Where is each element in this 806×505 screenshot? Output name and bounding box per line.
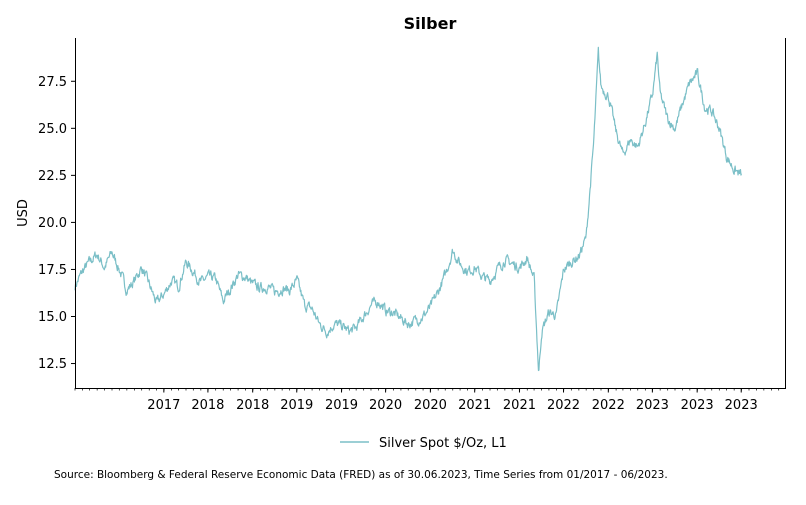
x-tick-label: 2023 bbox=[725, 398, 758, 413]
x-tick-label: 2019 bbox=[325, 398, 358, 413]
source-note: Source: Bloomberg & Federal Reserve Econ… bbox=[54, 469, 668, 481]
y-tick-label: 22.5 bbox=[38, 169, 67, 184]
silver-spot-line bbox=[74, 46, 743, 372]
y-tick-label: 17.5 bbox=[38, 263, 67, 278]
y-tick-label: 15.0 bbox=[38, 310, 67, 325]
y-axis-label: USD bbox=[16, 199, 31, 227]
x-axis-ticks: 2017 2018 2018 2019 2019 2020 2020 2021 2021 2022… bbox=[74, 388, 780, 413]
y-tick-label: 12.5 bbox=[38, 357, 67, 372]
x-tick-label: 2017 bbox=[147, 398, 180, 413]
legend-label: Silver Spot $/Oz, L1 bbox=[379, 436, 507, 451]
x-tick-label: 2018 bbox=[191, 398, 224, 413]
x-tick-label: 2022 bbox=[547, 398, 580, 413]
x-tick-label: 2020 bbox=[369, 398, 402, 413]
x-tick-label: 2021 bbox=[458, 398, 491, 413]
y-tick-label: 25.0 bbox=[38, 122, 67, 137]
legend: Silver Spot $/Oz, L1 bbox=[340, 436, 507, 451]
x-tick-label: 2020 bbox=[414, 398, 447, 413]
x-tick-label: 2023 bbox=[636, 398, 669, 413]
y-axis-ticks: 12.5 15.0 17.5 20.0 22.5 25.0 27.5 bbox=[38, 75, 75, 372]
y-tick-label: 20.0 bbox=[38, 216, 67, 231]
y-tick-label: 27.5 bbox=[38, 75, 67, 90]
x-tick-label: 2023 bbox=[681, 398, 714, 413]
x-tick-label: 2018 bbox=[236, 398, 269, 413]
chart-title: Silber bbox=[404, 14, 457, 33]
x-tick-label: 2021 bbox=[503, 398, 536, 413]
x-tick-label: 2022 bbox=[592, 398, 625, 413]
x-tick-label: 2019 bbox=[280, 398, 313, 413]
